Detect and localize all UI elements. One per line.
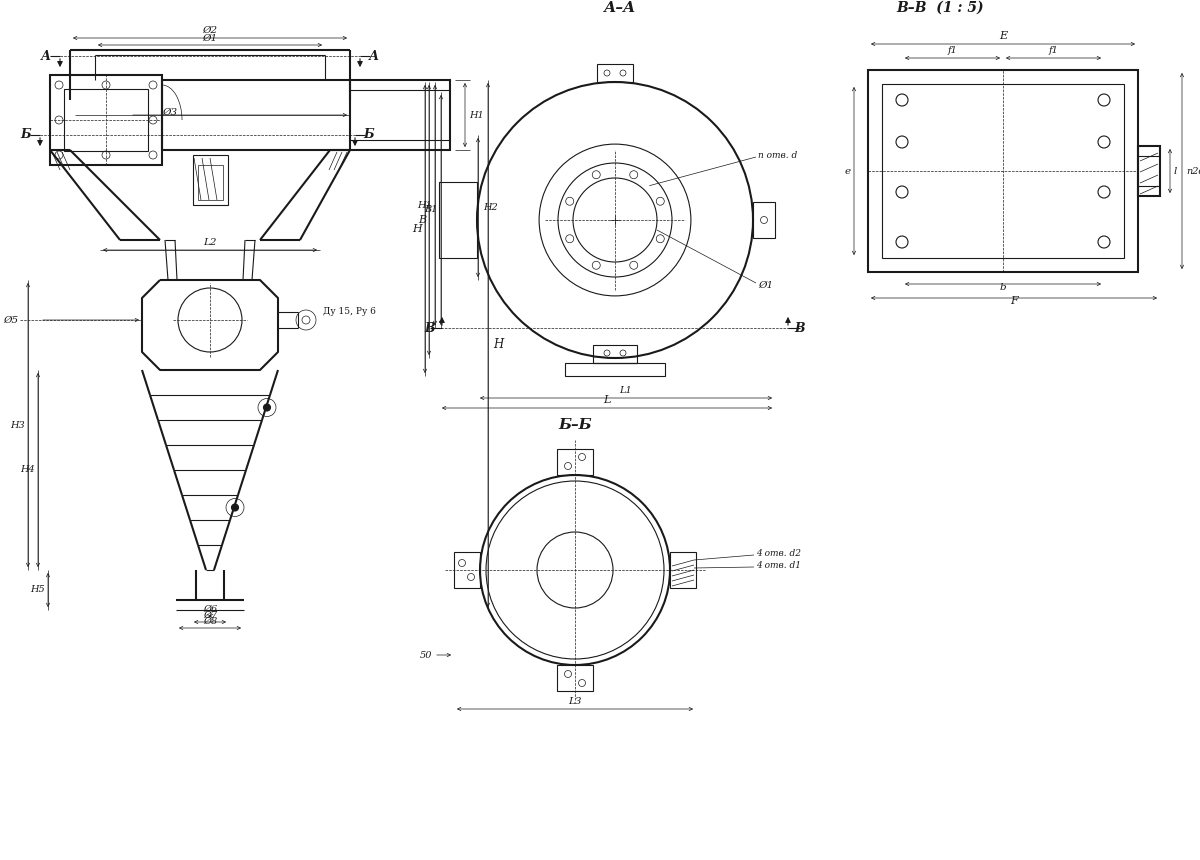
Text: e: e <box>845 167 851 175</box>
Text: H1: H1 <box>418 200 432 210</box>
Circle shape <box>264 404 270 411</box>
Text: В: В <box>425 322 436 335</box>
Text: Ø3: Ø3 <box>162 108 178 116</box>
Text: 50: 50 <box>420 650 432 660</box>
Text: Ø6: Ø6 <box>203 605 217 614</box>
Bar <box>439 182 478 258</box>
Text: L2: L2 <box>203 238 217 247</box>
Text: А–А: А–А <box>604 1 636 15</box>
Text: Б–Б: Б–Б <box>558 418 592 432</box>
Text: H1: H1 <box>469 110 484 120</box>
Bar <box>593 345 637 363</box>
Bar <box>598 64 634 82</box>
Text: F: F <box>1010 296 1018 306</box>
Bar <box>565 363 665 376</box>
Text: n2d1: n2d1 <box>1186 167 1200 175</box>
Text: E: E <box>998 31 1007 41</box>
Text: H5: H5 <box>30 586 46 594</box>
Text: 4 отв. d1: 4 отв. d1 <box>756 562 802 570</box>
Text: В: В <box>794 322 805 335</box>
Text: B1: B1 <box>425 206 438 214</box>
Bar <box>882 84 1124 258</box>
Text: 4 отв. d2: 4 отв. d2 <box>756 550 802 558</box>
Text: Ду 15, Ру 6: Ду 15, Ру 6 <box>323 308 376 316</box>
Text: l: l <box>1174 167 1177 175</box>
Text: Б: Б <box>364 128 374 142</box>
Bar <box>557 449 593 475</box>
Text: Ø5: Ø5 <box>2 316 18 324</box>
Circle shape <box>232 504 239 511</box>
Bar <box>50 75 162 165</box>
Text: f1: f1 <box>948 46 958 55</box>
Bar <box>754 202 775 238</box>
Text: Ø2: Ø2 <box>203 26 217 35</box>
Bar <box>454 552 480 588</box>
Text: H: H <box>493 339 503 352</box>
Bar <box>350 80 450 150</box>
Text: А: А <box>41 50 52 63</box>
Bar <box>868 70 1138 272</box>
Text: n отв. d: n отв. d <box>758 150 797 159</box>
Text: Ø8: Ø8 <box>203 617 217 626</box>
Bar <box>1138 146 1160 196</box>
Text: А: А <box>368 50 379 63</box>
Text: f1: f1 <box>1049 46 1058 55</box>
Text: Ø1: Ø1 <box>203 34 217 43</box>
Bar <box>193 155 228 205</box>
Text: Ø7: Ø7 <box>203 611 217 620</box>
Text: Ø1: Ø1 <box>758 280 773 290</box>
Text: H3: H3 <box>11 421 25 429</box>
Text: H2: H2 <box>482 203 498 212</box>
Text: L3: L3 <box>569 697 582 706</box>
Text: H4: H4 <box>20 465 35 475</box>
Text: L: L <box>604 395 611 405</box>
Text: b: b <box>1000 283 1007 292</box>
Text: Б: Б <box>20 128 31 142</box>
Text: H: H <box>413 224 422 234</box>
Text: В–В  (1 : 5): В–В (1 : 5) <box>896 1 984 15</box>
Text: B: B <box>418 215 426 225</box>
Text: L1: L1 <box>619 386 632 395</box>
Bar <box>64 89 148 151</box>
Bar <box>198 165 223 200</box>
Bar <box>557 665 593 691</box>
Bar <box>670 552 696 588</box>
